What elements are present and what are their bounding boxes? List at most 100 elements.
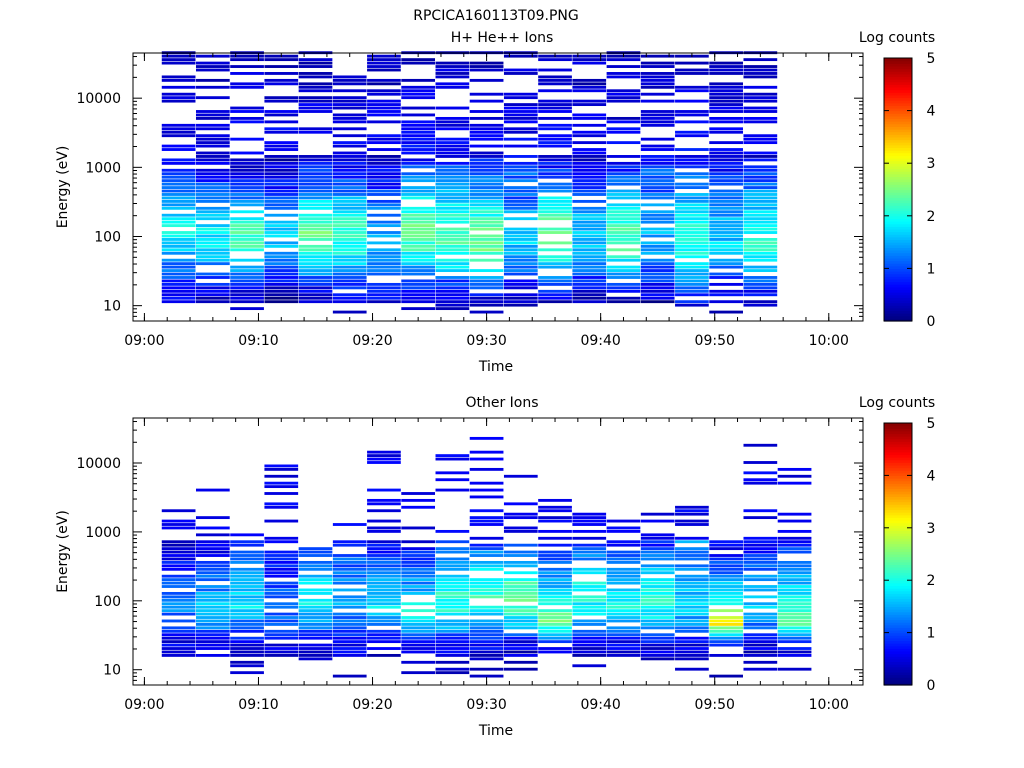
heatmap-cell [230, 293, 264, 297]
heatmap-cell [435, 151, 470, 155]
colorbar-segment [884, 131, 912, 135]
heatmap-cell [675, 519, 709, 523]
heatmap-cell [298, 643, 333, 647]
heatmap-cell [606, 189, 641, 193]
heatmap-cell [469, 536, 504, 540]
heatmap-cell [195, 547, 230, 551]
heatmap-cell [675, 585, 709, 588]
heatmap-cell [264, 175, 299, 179]
heatmap-cell [469, 241, 504, 245]
heatmap-cell [709, 557, 743, 561]
heatmap-cell [606, 616, 641, 619]
heatmap-cell [401, 89, 436, 93]
heatmap-cell [469, 519, 504, 523]
heatmap-cell [367, 78, 401, 82]
heatmap-cell [298, 82, 333, 86]
heatmap-cell [538, 516, 572, 520]
heatmap-cell [332, 193, 367, 196]
heatmap-cell [743, 244, 778, 248]
colorbar-segment [884, 525, 912, 529]
colorbar-segment [884, 181, 912, 185]
heatmap-cell [743, 588, 778, 592]
heatmap-cell [606, 116, 641, 120]
heatmap-cell [195, 248, 230, 252]
heatmap-cell [743, 68, 778, 72]
heatmap-cell [230, 540, 264, 544]
colorbar-frame [883, 57, 913, 322]
heatmap-cell [640, 557, 675, 561]
colorbar-segment [884, 656, 912, 660]
heatmap-cell [640, 286, 675, 290]
heatmap-cell [709, 244, 743, 248]
heatmap-cell [367, 612, 401, 616]
colorbar-segment [884, 483, 912, 487]
heatmap-cell [538, 640, 572, 644]
heatmap-cell [572, 61, 607, 65]
heatmap-cell [709, 85, 743, 89]
heatmap-cell [606, 605, 641, 609]
panel-title: Other Ions [465, 395, 538, 411]
heatmap-cell [777, 650, 812, 654]
heatmap-cell [230, 567, 264, 571]
heatmap-cell [640, 175, 675, 179]
heatmap-cell [743, 640, 778, 644]
heatmap-cell [709, 65, 743, 68]
heatmap-cell [572, 536, 607, 540]
colorbar-segment [884, 197, 912, 201]
heatmap-cell [572, 82, 607, 86]
heatmap-cell [538, 296, 572, 300]
panel-title: H+ He++ Ions [451, 30, 554, 46]
heatmap-cell [709, 82, 743, 86]
heatmap-cell [709, 168, 743, 172]
heatmap-cell [503, 248, 538, 252]
heatmap-cell [675, 536, 709, 540]
heatmap-cell [332, 258, 367, 262]
heatmap-cell [367, 148, 401, 151]
x-tick-label: 09:50 [695, 333, 735, 349]
heatmap-cell [640, 65, 675, 68]
heatmap-cell [401, 158, 436, 162]
heatmap-cell [401, 224, 436, 228]
heatmap-cell [777, 595, 812, 599]
heatmap-cell [367, 581, 401, 585]
heatmap-cell [264, 464, 299, 468]
heatmap-cell [777, 622, 812, 626]
colorbar-segment [884, 504, 912, 508]
heatmap-cell [298, 293, 333, 297]
heatmap-cell [367, 68, 401, 72]
heatmap-cell [435, 137, 470, 141]
heatmap-cell [161, 605, 196, 609]
heatmap-cell [709, 231, 743, 234]
heatmap-cell [606, 165, 641, 169]
heatmap-cell [332, 636, 367, 640]
heatmap-cell [503, 227, 538, 231]
heatmap-cell [401, 616, 436, 619]
heatmap-cell [469, 653, 504, 657]
colorbar-segment [884, 150, 912, 154]
heatmap-cell [161, 560, 196, 564]
colorbar-segment [884, 113, 912, 117]
heatmap-cell [401, 123, 436, 127]
heatmap-cell [332, 296, 367, 300]
heatmap-cell [640, 241, 675, 245]
heatmap-cell [195, 640, 230, 644]
heatmap-cell [195, 488, 230, 492]
heatmap-cell [572, 244, 607, 248]
heatmap-cell [401, 61, 436, 65]
heatmap-cell [469, 612, 504, 616]
heatmap-cell [161, 293, 196, 297]
heatmap-cell [606, 640, 641, 644]
heatmap-cell [195, 272, 230, 276]
heatmap-cell [709, 151, 743, 155]
x-axis-label: Time [478, 359, 513, 375]
heatmap-cell [606, 217, 641, 221]
heatmap-cell [743, 65, 778, 68]
heatmap-cell [503, 622, 538, 626]
heatmap-cell [435, 182, 470, 186]
colorbar-segment [884, 65, 912, 70]
heatmap-cell [230, 619, 264, 623]
heatmap-cell [606, 633, 641, 637]
heatmap-cell [298, 203, 333, 207]
heatmap-cell [367, 629, 401, 633]
heatmap-cell [469, 165, 504, 169]
